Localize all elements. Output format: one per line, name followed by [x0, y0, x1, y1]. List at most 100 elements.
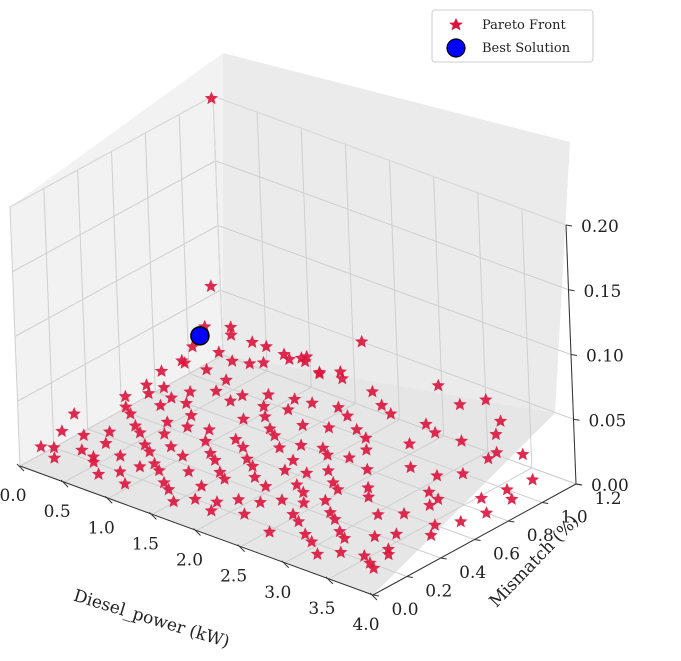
z-tick-label: 0.00: [591, 476, 629, 496]
x-tick-mark: [16, 463, 25, 472]
pareto-front-point: [188, 492, 202, 505]
pareto-front-point: [305, 534, 319, 548]
pareto-front-point: [175, 353, 189, 367]
legend-star-marker: [449, 18, 463, 31]
pareto-front-point: [231, 492, 246, 506]
pareto-front-point: [272, 440, 287, 454]
pareto-front-point: [179, 396, 193, 410]
pareto-front-point: [359, 431, 373, 444]
pareto-front-point: [357, 548, 371, 562]
pareto-front-point: [236, 412, 251, 425]
pareto-front-point: [287, 392, 302, 405]
pareto-front-point: [331, 400, 345, 414]
pareto-front-point: [118, 389, 132, 403]
y-tick-label: 0.6: [493, 545, 520, 565]
y-tick-label: 0.2: [425, 582, 452, 602]
grid-line-y: [155, 391, 509, 522]
x-tick-label: 2.0: [176, 551, 203, 571]
pareto-front-point: [428, 518, 442, 531]
pareto-front-point: [118, 476, 132, 490]
pane-back: [223, 53, 570, 413]
pareto-front-point: [91, 467, 106, 480]
x-tick-mark: [325, 576, 334, 585]
pareto-front-point: [217, 472, 232, 485]
pareto-front-point: [152, 463, 166, 477]
pareto-front-point: [350, 422, 364, 436]
pareto-front-point: [294, 438, 308, 451]
pareto-front-point: [219, 373, 233, 386]
legend-label-best-solution: Best Solution: [482, 41, 571, 56]
x-tick-mark: [369, 592, 378, 601]
pareto-front-point: [431, 492, 445, 505]
y-tick-mark: [474, 539, 481, 541]
pareto-front-point: [256, 355, 271, 369]
pareto-front-point: [298, 527, 312, 540]
pareto-front-point: [320, 448, 335, 461]
grid-line-z: [215, 160, 569, 291]
pane-left: [10, 53, 223, 466]
pareto-front-point: [123, 406, 138, 420]
pareto-front-point: [55, 424, 69, 437]
x-tick-label: 1.0: [88, 518, 115, 538]
pareto-front-point: [525, 472, 540, 486]
y-tick-label: 0.0: [391, 600, 418, 620]
pareto-front-point: [424, 528, 438, 541]
pareto-front-point: [210, 495, 224, 508]
pareto-front-point: [275, 493, 289, 506]
y-tick-mark: [508, 520, 515, 523]
pareto-front-point: [142, 444, 157, 458]
pareto-front-point: [286, 507, 300, 521]
pareto-front-point: [153, 398, 168, 412]
pareto-front-point: [213, 465, 227, 478]
pareto-front-point: [154, 364, 169, 377]
pareto-front-point: [184, 408, 198, 422]
pareto-front-point: [157, 427, 171, 440]
pareto-front-point: [160, 415, 174, 428]
pareto-front-point: [282, 352, 296, 365]
z-tick-mark: [565, 224, 573, 227]
pareto-front-point: [453, 397, 467, 411]
pareto-front-point: [87, 455, 101, 468]
pareto-front-point: [431, 378, 445, 392]
pareto-front-point: [199, 362, 214, 376]
pareto-front-point: [262, 525, 277, 538]
scatter-points: [34, 91, 540, 574]
pareto-front-point: [229, 432, 243, 446]
pareto-front-point: [246, 459, 260, 472]
pareto-front-point: [516, 447, 530, 461]
pareto-front-point: [428, 425, 442, 439]
y-tick-mark: [440, 557, 447, 560]
x-axis-label: Diesel_power (kW): [71, 586, 232, 653]
pareto-front-point: [456, 466, 470, 480]
z-tick-mark: [568, 289, 575, 292]
pareto-front-point: [185, 339, 200, 353]
pareto-front-point: [113, 464, 127, 478]
x-tick-mark: [60, 479, 69, 488]
pareto-front-point: [481, 451, 495, 465]
y-tick-mark: [542, 502, 549, 504]
pareto-front-point: [474, 491, 488, 504]
pareto-front-point: [133, 425, 147, 439]
pareto-front-point: [300, 466, 314, 479]
grid-line-z: [222, 354, 577, 485]
pareto-front-point: [194, 479, 209, 492]
pareto-front-point: [77, 428, 91, 442]
x-tick-mark: [149, 512, 157, 520]
pareto-front-point: [318, 493, 332, 507]
pareto-front-point: [489, 427, 503, 441]
pareto-front-point: [422, 485, 436, 498]
pareto-front-point: [198, 434, 213, 447]
grid-line-z: [12, 160, 216, 273]
pareto-front-point: [335, 371, 349, 385]
pareto-front-point: [204, 503, 218, 517]
pareto-front-point: [162, 482, 176, 496]
x-tick-label: 3.5: [308, 599, 335, 619]
y-tick-mark: [406, 576, 413, 578]
pareto-front-point: [263, 421, 277, 435]
z-tick-mark: [573, 418, 580, 421]
pareto-front-point: [419, 417, 433, 430]
pareto-front-point: [99, 436, 113, 450]
pareto-front-point: [340, 409, 355, 422]
pareto-front-point: [245, 335, 259, 348]
